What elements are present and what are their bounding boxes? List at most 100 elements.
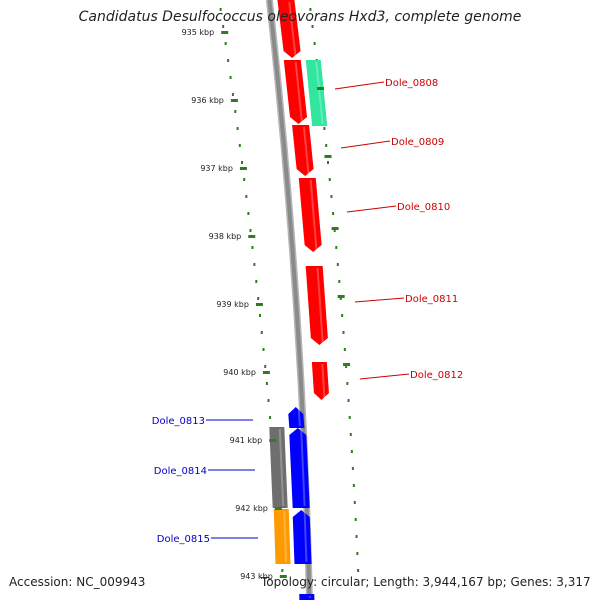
track-dot	[346, 382, 349, 385]
track-dot	[349, 433, 352, 436]
track-dot	[222, 25, 225, 28]
tick-mark	[343, 363, 351, 366]
track-dot	[262, 348, 265, 351]
track-dot	[328, 178, 331, 181]
track-dot	[260, 331, 263, 334]
track-dot	[219, 8, 222, 11]
track-dot	[257, 297, 260, 300]
track-dot	[356, 552, 359, 555]
gene-label[interactable]: Dole_0809	[391, 137, 444, 148]
gene-highlight	[294, 61, 303, 123]
gene-highlight	[303, 511, 308, 563]
track-dot	[309, 8, 312, 11]
track-dot	[336, 263, 339, 266]
gene-highlight	[300, 429, 306, 507]
tick-label: 938 kbp	[209, 232, 242, 241]
label-leader-line	[334, 81, 385, 90]
topology-text: Topology: circular; Length: 3,944,167 bp…	[261, 575, 591, 589]
label-leader-line	[359, 373, 410, 380]
gene-label[interactable]: Dole_0812	[410, 370, 463, 381]
track-dot	[267, 399, 270, 402]
gene-label[interactable]: Dole_0810	[397, 202, 450, 213]
track-dot	[224, 42, 227, 45]
gene-feature[interactable]	[305, 266, 328, 345]
track-dot	[332, 212, 335, 215]
label-leader-line	[346, 205, 397, 213]
track-dot	[351, 467, 354, 470]
gene-feature[interactable]	[288, 407, 305, 428]
track-dot	[348, 416, 351, 419]
track-dot	[265, 382, 268, 385]
gene-feature[interactable]	[289, 428, 310, 508]
map-title: Candidatus Desulfococcus oleovorans Hxd3…	[78, 9, 522, 25]
gene-highlight	[297, 408, 301, 427]
track-dot	[249, 229, 252, 232]
track-dot	[353, 501, 356, 504]
gene-highlight	[278, 428, 285, 507]
tick-mark	[262, 371, 270, 374]
track-dot	[241, 161, 244, 164]
gene-label[interactable]: Dole_0815	[157, 534, 210, 545]
gene-feature[interactable]	[311, 362, 329, 400]
accession-text: Accession: NC_009943	[9, 575, 146, 589]
track-dot	[335, 246, 338, 249]
tick-label: 941 kbp	[230, 436, 263, 445]
track-dot	[355, 535, 358, 538]
tick-mark	[239, 167, 247, 170]
tick-label: 937 kbp	[200, 164, 233, 173]
gene-feature[interactable]	[277, 0, 301, 58]
track-dot	[247, 212, 250, 215]
track-dot	[311, 25, 314, 28]
gene-labels: Dole_0808 Dole_0809 Dole_0810 Dole_0811 Dole…	[152, 78, 463, 545]
track-dot	[343, 348, 346, 351]
tick-marks: 935 kbp 936 kbp 937 kbp 938 kbp 939 kbp 940 k…	[182, 28, 351, 581]
track-dot	[234, 110, 237, 113]
tick-mark	[279, 575, 287, 578]
track-dot	[229, 76, 232, 79]
track-dot	[338, 280, 341, 283]
track-dot	[259, 314, 262, 317]
tick-label: 935 kbp	[182, 28, 215, 37]
track-dot	[333, 229, 336, 232]
gene-label[interactable]: Dole_0811	[405, 294, 458, 305]
gene-feature[interactable]	[273, 509, 291, 564]
tick-mark	[324, 155, 332, 158]
tick-label: 939 kbp	[216, 300, 249, 309]
track-dot	[253, 263, 256, 266]
track-dot	[313, 42, 316, 45]
tick-mark	[255, 303, 263, 306]
tick-mark	[274, 507, 282, 510]
track-dot	[264, 365, 267, 368]
gene-highlight	[316, 267, 324, 344]
track-dot	[251, 246, 254, 249]
track-dot	[350, 450, 353, 453]
gene-label[interactable]: Dole_0808	[385, 78, 438, 89]
gene-feature[interactable]	[283, 60, 307, 124]
gene-feature[interactable]	[299, 594, 315, 600]
label-leader-line	[354, 297, 405, 303]
track-dot	[243, 178, 246, 181]
gene-feature[interactable]	[269, 427, 288, 508]
tick-label: 936 kbp	[191, 96, 224, 105]
track-dot	[345, 365, 348, 368]
tick-label: 940 kbp	[223, 368, 256, 377]
track-dot	[236, 127, 239, 130]
track-dot	[269, 416, 272, 419]
gene-feature[interactable]	[292, 125, 314, 176]
gene-label[interactable]: Dole_0814	[154, 466, 207, 477]
gene-feature[interactable]	[292, 510, 312, 564]
tick-mark	[269, 439, 277, 442]
track-dot	[325, 144, 328, 147]
track-dot	[330, 195, 333, 198]
gene-feature[interactable]	[298, 178, 322, 252]
track-dot	[227, 59, 230, 62]
track-dot	[281, 569, 284, 572]
gene-feature[interactable]	[305, 60, 328, 126]
gene-label[interactable]: Dole_0813	[152, 416, 205, 427]
track-dot	[352, 484, 355, 487]
label-leader-line	[340, 140, 391, 149]
track-dot	[342, 331, 345, 334]
tick-mark	[317, 87, 325, 90]
track-dot	[347, 399, 350, 402]
